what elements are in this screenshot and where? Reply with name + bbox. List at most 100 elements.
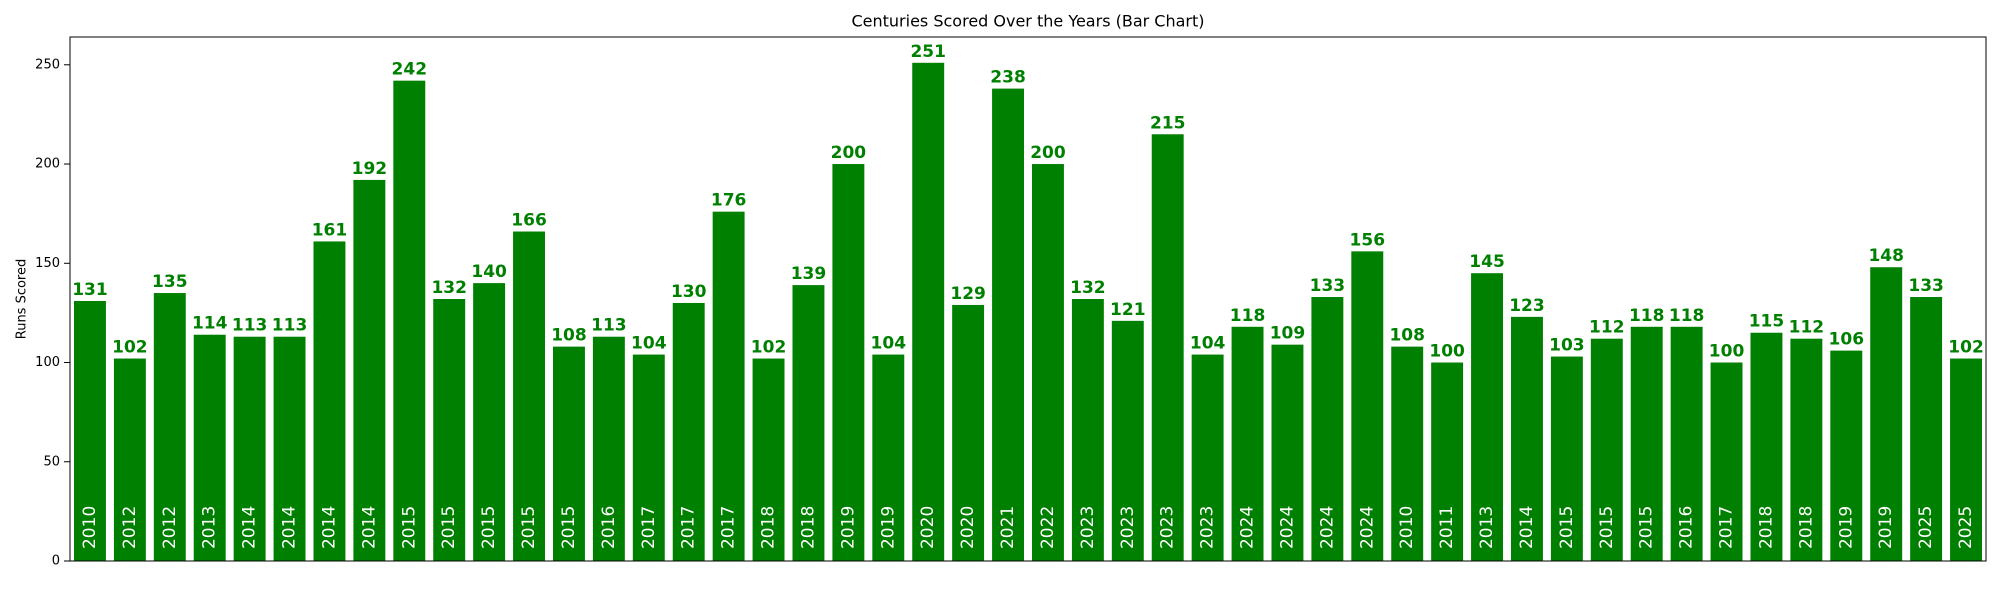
y-tick-label: 150 [35, 256, 60, 271]
bar [1550, 356, 1583, 561]
bar [872, 354, 905, 561]
bar [832, 164, 865, 561]
value-label: 148 [1868, 246, 1904, 266]
category-label: 2018 [1756, 506, 1776, 549]
bar [1630, 326, 1663, 561]
value-label: 103 [1549, 336, 1585, 356]
category-label: 2016 [1677, 506, 1697, 549]
value-label: 115 [1749, 312, 1785, 332]
bar [992, 88, 1025, 561]
value-label: 156 [1350, 230, 1386, 250]
bar [1071, 299, 1104, 561]
category-label: 2014 [240, 506, 260, 549]
value-label: 135 [152, 272, 188, 292]
bar [73, 300, 106, 561]
value-label: 139 [791, 264, 827, 284]
category-label: 2015 [1637, 506, 1657, 549]
value-label: 100 [1709, 342, 1745, 362]
bar [1231, 326, 1264, 561]
value-label: 118 [1669, 306, 1705, 326]
bar [1191, 354, 1224, 561]
category-label: 2024 [1277, 506, 1297, 549]
value-label: 118 [1629, 306, 1665, 326]
bar [672, 302, 705, 561]
value-label: 104 [871, 334, 907, 354]
category-label: 2018 [1796, 506, 1816, 549]
bar [353, 179, 386, 561]
value-label: 118 [1230, 306, 1266, 326]
category-label: 2023 [1118, 506, 1138, 549]
category-label: 2015 [559, 506, 579, 549]
bar [233, 336, 266, 561]
value-label: 242 [392, 60, 428, 80]
value-label: 102 [1948, 338, 1984, 358]
value-label: 192 [352, 159, 388, 179]
category-label: 2015 [439, 506, 459, 549]
bar [1910, 297, 1943, 561]
value-label: 133 [1908, 276, 1944, 296]
bar [1151, 134, 1184, 561]
category-label: 2017 [639, 506, 659, 549]
value-label: 130 [671, 282, 707, 302]
category-label: 2015 [519, 506, 539, 549]
value-label: 104 [1190, 334, 1226, 354]
bar [273, 336, 306, 561]
y-axis-label: Runs Scored [15, 259, 30, 340]
category-label: 2017 [719, 506, 739, 549]
value-label: 140 [471, 262, 507, 282]
category-label: 2023 [1078, 506, 1098, 549]
value-label: 200 [831, 143, 867, 163]
bar [1590, 338, 1623, 561]
y-tick-label: 50 [43, 454, 60, 469]
category-label: 2014 [280, 506, 300, 549]
bar [1271, 344, 1304, 561]
bar [393, 80, 426, 562]
value-label: 161 [312, 220, 348, 240]
value-label: 215 [1150, 113, 1186, 133]
category-label: 2015 [399, 506, 419, 549]
category-label: 2025 [1916, 506, 1936, 549]
value-label: 133 [1310, 276, 1346, 296]
bar [1431, 362, 1464, 561]
value-label: 129 [950, 284, 986, 304]
category-label: 2013 [1477, 506, 1497, 549]
value-label: 106 [1829, 330, 1865, 350]
category-label: 2024 [1238, 506, 1258, 549]
bar [1710, 362, 1743, 561]
value-label: 108 [551, 326, 587, 346]
bar [1950, 358, 1983, 561]
category-label: 2022 [1038, 506, 1058, 549]
value-label: 112 [1789, 318, 1825, 338]
bar [632, 354, 665, 561]
category-label: 2019 [878, 506, 898, 549]
bar [113, 358, 146, 561]
value-label: 108 [1389, 326, 1425, 346]
category-label: 2023 [1158, 506, 1178, 549]
value-label: 251 [910, 42, 946, 62]
category-label: 2018 [759, 506, 779, 549]
value-label: 132 [1070, 278, 1106, 298]
y-tick-label: 200 [35, 157, 60, 172]
category-label: 2014 [319, 506, 339, 549]
bar [1830, 350, 1863, 561]
bar [1471, 273, 1504, 561]
category-label: 2019 [1836, 506, 1856, 549]
value-label: 123 [1509, 296, 1545, 316]
bar [153, 293, 186, 561]
value-label: 104 [631, 334, 667, 354]
category-label: 2019 [838, 506, 858, 549]
category-label: 2020 [918, 506, 938, 549]
bar [912, 62, 945, 561]
bar [1031, 164, 1064, 561]
bar [1311, 297, 1344, 561]
value-label: 109 [1270, 324, 1306, 344]
category-label: 2023 [1198, 506, 1218, 549]
category-label: 2010 [1397, 506, 1417, 549]
bar [1391, 346, 1424, 561]
bar [1111, 320, 1144, 561]
bar [193, 334, 226, 561]
value-label: 121 [1110, 300, 1146, 320]
bar [1510, 316, 1543, 561]
chart-title: Centuries Scored Over the Years (Bar Cha… [851, 12, 1204, 31]
bar [1750, 332, 1783, 561]
